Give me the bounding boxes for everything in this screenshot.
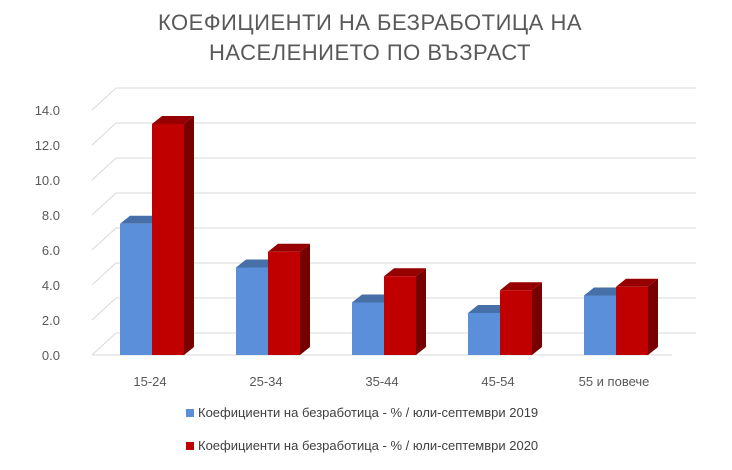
y-tick-label-6: 12.0 (35, 138, 60, 153)
bar-1-4-top (616, 278, 658, 287)
bar-0-1-top (236, 259, 278, 268)
bar-1-1 (268, 251, 300, 355)
y-tick-label-5: 10.0 (35, 173, 60, 188)
y-tick-label-4: 8.0 (42, 208, 60, 223)
legend-swatch-2020 (186, 441, 194, 450)
bar-1-3 (500, 290, 532, 355)
chart-title: КОЕФИЦИЕНТИ НА БЕЗРАБОТИЦА НА НАСЕЛЕНИЕТ… (157, 10, 583, 65)
bar-1-0 (152, 124, 184, 355)
y-tick-label-3: 6.0 (42, 243, 60, 258)
legend-item-2019: Коефициенти на безработица - % / юли-сеп… (186, 404, 538, 421)
y-tick-label-1: 2.0 (42, 313, 60, 328)
bar-1-3-side (532, 282, 542, 355)
bar-1-2 (384, 276, 416, 355)
bar-1-0-side (184, 116, 194, 355)
bar-1-4 (616, 286, 648, 355)
legend-label-2019: Коефициенти на безработица - % / юли-сеп… (198, 405, 539, 420)
y-tick-label-0: 0.0 (42, 348, 60, 363)
bar-1-2-top (384, 268, 426, 277)
gridline-diag-3 (91, 227, 117, 251)
y-tick-label-7: 14.0 (35, 103, 60, 118)
bar-1-1-side (300, 243, 310, 355)
bar-1-2-side (416, 268, 426, 355)
legend-label-2020: Коефициенти на безработица - % / юли-сеп… (198, 438, 539, 453)
bar-1-0-top (152, 116, 194, 124)
legend: Коефициенти на безработица - % / юли-сеп… (186, 404, 538, 470)
bar-0-2-top (352, 294, 394, 303)
bar-0-3-top (468, 305, 510, 313)
legend-swatch-2019 (186, 408, 194, 417)
y-tick-label-2: 4.0 (42, 278, 60, 293)
bar-0-4 (584, 295, 616, 355)
bar-1-3-top (500, 282, 542, 291)
bar-0-1 (236, 267, 268, 355)
bar-1-4-side (648, 278, 658, 355)
legend-item-2020: Коефициенти на безработица - % / юли-сеп… (186, 437, 538, 454)
gridline-diag-6 (91, 122, 117, 146)
gridline-diag-4 (91, 192, 117, 216)
bar-0-3 (468, 313, 500, 355)
bar-0-4-top (584, 287, 626, 296)
gridline-diag-5 (91, 157, 117, 181)
bar-0-0 (120, 223, 152, 355)
gridline-diag-1 (91, 297, 117, 321)
bar-1-1-top (268, 243, 310, 252)
bar-0-2 (352, 302, 384, 355)
gridline-diag-2 (91, 262, 117, 286)
x-tick-label-4: 55 и повече (579, 374, 650, 389)
x-tick-label-1: 25-34 (249, 374, 282, 389)
gridline-diag-0 (91, 332, 117, 356)
bar-0-0-top (120, 215, 162, 224)
x-tick-label-0: 15-24 (133, 374, 166, 389)
x-tick-label-2: 35-44 (365, 374, 398, 389)
gridline-diag-7 (91, 87, 117, 111)
x-tick-label-3: 45-54 (481, 374, 514, 389)
